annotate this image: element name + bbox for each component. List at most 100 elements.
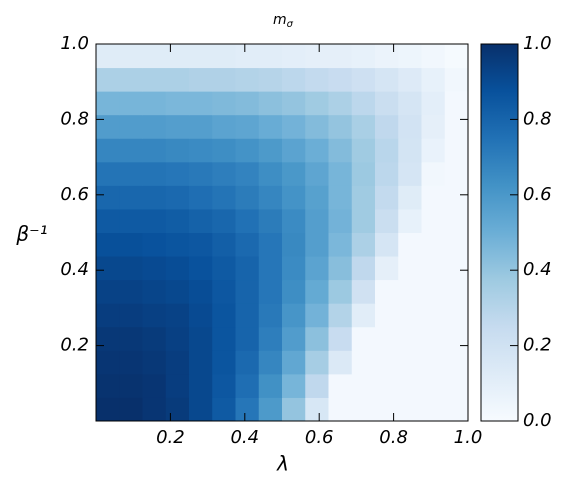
heatmap-cell: [305, 232, 329, 257]
heatmap-cell: [421, 138, 446, 163]
heatmap-cell: [235, 91, 260, 116]
heatmap-cell: [375, 161, 399, 186]
heatmap-cell: [212, 326, 236, 351]
heatmap-cell: [165, 185, 190, 210]
heatmap-cell: [398, 373, 422, 398]
heatmap-cell: [189, 279, 213, 304]
heatmap-cell: [444, 397, 469, 422]
y-tick-label: 0.2: [60, 335, 89, 356]
heatmap-cell: [398, 44, 422, 69]
heatmap-cell: [421, 232, 446, 257]
heatmap-cell: [142, 373, 167, 398]
heatmap-cell: [328, 44, 353, 69]
heatmap-cell: [282, 44, 306, 69]
heatmap-cell: [421, 397, 446, 422]
heatmap-cell: [165, 326, 190, 351]
colorbar-tick-label: 0.4: [523, 259, 552, 280]
heatmap-cell: [398, 67, 422, 92]
heatmap-cell: [375, 232, 399, 257]
heatmap-cell: [328, 350, 353, 375]
colorbar-tick-label: 0.8: [523, 108, 552, 129]
heatmap-cell: [96, 208, 120, 233]
heatmap-cell: [305, 279, 329, 304]
heatmap-cell: [421, 256, 446, 281]
heatmap-cell: [212, 114, 236, 139]
colorbar-tick-label: 0.0: [523, 410, 552, 431]
heatmap-cell: [165, 279, 190, 304]
x-tick-label: 0.2: [156, 427, 185, 448]
heatmap-cell: [351, 91, 376, 116]
heatmap-cell: [212, 279, 236, 304]
heatmap-cell: [305, 397, 329, 422]
heatmap-cell: [189, 326, 213, 351]
heatmap-cell: [282, 350, 306, 375]
heatmap-cell: [305, 138, 329, 163]
heatmap-cell: [328, 114, 353, 139]
heatmap-cell: [142, 44, 167, 69]
heatmap-cell: [375, 279, 399, 304]
heatmap-cell: [444, 114, 469, 139]
heatmap-cell: [142, 185, 167, 210]
heatmap-cell: [189, 373, 213, 398]
heatmap-cell: [119, 161, 143, 186]
heatmap-cell: [398, 114, 422, 139]
heatmap-cell: [305, 350, 329, 375]
heatmap-cell: [305, 114, 329, 139]
colorbar: [481, 44, 518, 421]
heatmap-cell: [119, 114, 143, 139]
heatmap-cell: [235, 185, 260, 210]
heatmap-cell: [305, 185, 329, 210]
heatmap-cell: [258, 303, 283, 328]
heatmap-cell: [212, 44, 236, 69]
heatmap-cell: [235, 256, 260, 281]
heatmap-cell: [398, 326, 422, 351]
heatmap-cell: [444, 279, 469, 304]
heatmap-cell: [375, 256, 399, 281]
heatmap-cell: [282, 326, 306, 351]
heatmap-cell: [212, 303, 236, 328]
heatmap-cell: [235, 138, 260, 163]
colorbar-tick-label: 0.6: [523, 184, 552, 205]
heatmap-cell: [375, 350, 399, 375]
heatmap-cell: [258, 161, 283, 186]
heatmap-cell: [305, 208, 329, 233]
heatmap-cell: [189, 256, 213, 281]
heatmap-cell: [142, 208, 167, 233]
heatmap-cell: [212, 256, 236, 281]
heatmap-cell: [142, 138, 167, 163]
heatmap-cell: [142, 67, 167, 92]
heatmap-cell: [375, 114, 399, 139]
heatmap-cell: [375, 44, 399, 69]
heatmap-cell: [444, 161, 469, 186]
heatmap-cell: [375, 138, 399, 163]
heatmap-cell: [212, 350, 236, 375]
title-base: m: [273, 12, 287, 28]
heatmap-cell: [328, 303, 353, 328]
y-tick-label: 1.0: [60, 33, 89, 54]
heatmap-cell: [375, 208, 399, 233]
heatmap-cell: [96, 138, 120, 163]
heatmap-cell: [282, 279, 306, 304]
heatmap-cell: [212, 91, 236, 116]
heatmap-cell: [96, 91, 120, 116]
colorbar-tick-label: 1.0: [523, 33, 552, 54]
heatmap-cell: [305, 67, 329, 92]
heatmap-cell: [235, 397, 260, 422]
x-axis-label: λ: [276, 452, 289, 476]
heatmap-cell: [258, 256, 283, 281]
y-tick-label: 0.8: [60, 108, 89, 129]
heatmap: [96, 44, 469, 422]
heatmap-cell: [351, 232, 376, 257]
heatmap-cell: [375, 185, 399, 210]
heatmap-cell: [189, 138, 213, 163]
heatmap-cell: [258, 44, 283, 69]
heatmap-cell: [165, 67, 190, 92]
heatmap-cell: [212, 67, 236, 92]
heatmap-cell: [142, 161, 167, 186]
heatmap-cell: [282, 161, 306, 186]
heatmap-cell: [282, 373, 306, 398]
heatmap-cell: [235, 279, 260, 304]
heatmap-cell: [398, 185, 422, 210]
heatmap-cell: [421, 303, 446, 328]
